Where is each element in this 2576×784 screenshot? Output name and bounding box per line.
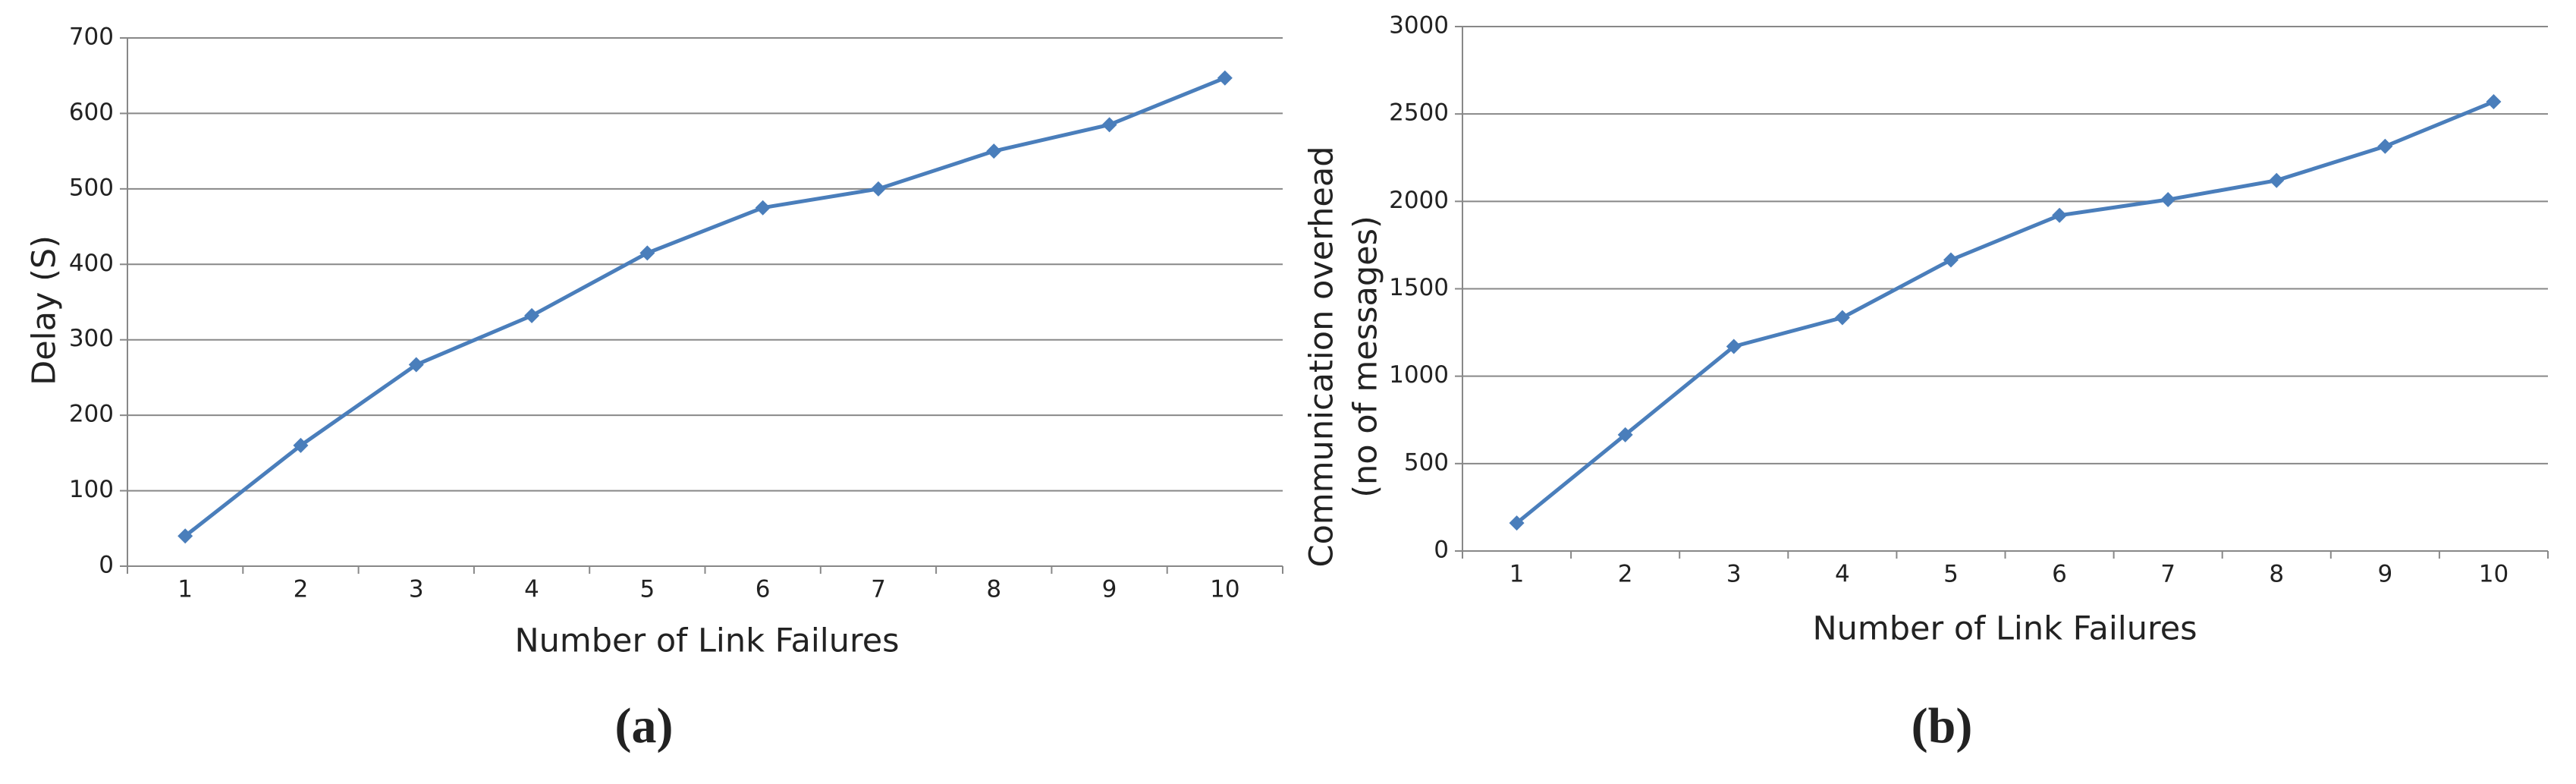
x-tick-label: 3 — [1726, 561, 1742, 588]
x-tick-label: 9 — [2377, 561, 2392, 588]
data-point — [639, 245, 655, 261]
x-tick-label: 1 — [177, 576, 193, 603]
x-axis-label: Number of Link Failures — [1812, 610, 2197, 648]
data-point — [2377, 138, 2393, 154]
y-tick-label: 600 — [69, 99, 114, 126]
data-point — [293, 437, 309, 453]
x-tick-label: 5 — [639, 576, 655, 603]
y-tick-label: 400 — [69, 250, 114, 277]
x-tick-label: 3 — [409, 576, 424, 603]
x-tick-label: 7 — [871, 576, 886, 603]
x-tick-label: 9 — [1102, 576, 1117, 603]
x-tick-label: 2 — [294, 576, 309, 603]
y-tick-label: 500 — [69, 174, 114, 201]
y-axis-label: Delay (S) — [26, 235, 64, 386]
data-point — [755, 200, 771, 216]
data-point — [1834, 310, 1850, 326]
x-tick-label: 1 — [1509, 561, 1525, 588]
y-tick-label: 1000 — [1389, 361, 1449, 389]
data-point — [2486, 94, 2502, 110]
data-line — [1515, 99, 2495, 525]
y-tick-label: 300 — [69, 325, 114, 352]
y-tick-label: 700 — [69, 24, 114, 51]
data-line — [184, 76, 1226, 538]
x-tick-label: 6 — [756, 576, 771, 603]
data-point — [986, 143, 1002, 159]
x-tick-label: 7 — [2160, 561, 2175, 588]
data-point — [1101, 117, 1117, 133]
data-point — [524, 307, 540, 323]
y-axis-label: Communication overhead — [1303, 146, 1341, 567]
data-point — [408, 357, 424, 373]
x-tick-label: 4 — [524, 576, 539, 603]
x-tick-label: 2 — [1618, 561, 1633, 588]
data-point — [1217, 70, 1233, 86]
x-tick-label: 4 — [1835, 561, 1850, 588]
y-tick-label: 0 — [99, 552, 114, 579]
caption: (b) — [1912, 698, 1973, 754]
data-point — [1726, 338, 1742, 354]
y-tick-label: 1500 — [1389, 274, 1449, 301]
data-point — [2160, 192, 2176, 208]
data-point — [870, 181, 886, 197]
x-tick-label: 5 — [1943, 561, 1959, 588]
y-tick-label: 0 — [1434, 537, 1449, 564]
y-tick-label: 200 — [69, 401, 114, 428]
data-point — [1943, 252, 1959, 268]
y-tick-label: 3000 — [1389, 12, 1449, 39]
caption: (a) — [615, 698, 674, 754]
y-tick-label: 500 — [1404, 449, 1449, 476]
x-tick-label: 6 — [2052, 561, 2067, 588]
x-axis-label: Number of Link Failures — [514, 622, 899, 660]
data-point — [1617, 427, 1633, 442]
data-point — [177, 528, 193, 544]
x-tick-label: 10 — [1210, 576, 1239, 603]
y-axis-label: (no of messages) — [1347, 216, 1385, 498]
data-point — [1509, 515, 1525, 531]
y-tick-label: 2500 — [1389, 99, 1449, 127]
x-tick-label: 8 — [986, 576, 1001, 603]
y-tick-label: 100 — [69, 476, 114, 503]
y-tick-label: 2000 — [1389, 187, 1449, 214]
data-point — [2269, 172, 2285, 188]
x-tick-label: 10 — [2479, 561, 2508, 588]
x-tick-label: 8 — [2269, 561, 2284, 588]
data-point — [2052, 207, 2068, 223]
